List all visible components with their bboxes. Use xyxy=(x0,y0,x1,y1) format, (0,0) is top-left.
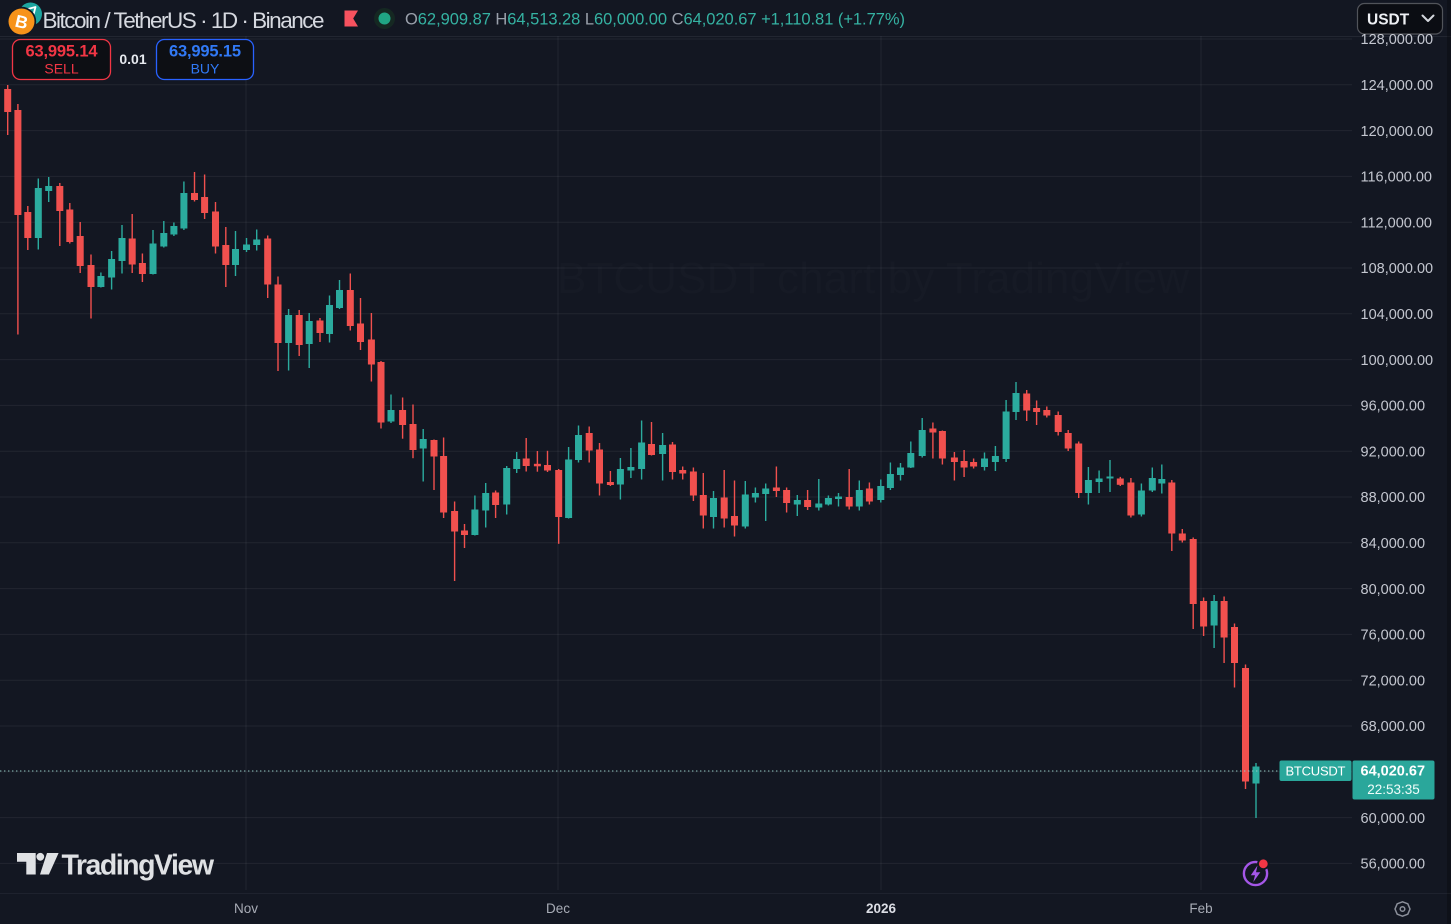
svg-text:124,000.00: 124,000.00 xyxy=(1361,78,1434,94)
svg-text:112,000.00: 112,000.00 xyxy=(1361,215,1433,231)
svg-text:B: B xyxy=(13,11,30,33)
svg-text:76,000.00: 76,000.00 xyxy=(1361,628,1426,644)
svg-text:56,000.00: 56,000.00 xyxy=(1361,857,1426,873)
svg-text:63,995.14: 63,995.14 xyxy=(26,43,99,61)
svg-text:USDT: USDT xyxy=(1367,12,1410,29)
svg-text:2026: 2026 xyxy=(866,901,897,916)
svg-text:Feb: Feb xyxy=(1189,901,1212,916)
svg-text:63,995.15: 63,995.15 xyxy=(169,43,241,61)
svg-text:TradingView: TradingView xyxy=(62,849,215,881)
svg-text:64,020.67: 64,020.67 xyxy=(1361,764,1426,780)
svg-text:96,000.00: 96,000.00 xyxy=(1361,399,1426,415)
svg-text:68,000.00: 68,000.00 xyxy=(1361,719,1426,735)
svg-text:0.01: 0.01 xyxy=(119,51,146,67)
svg-text:80,000.00: 80,000.00 xyxy=(1361,582,1426,598)
svg-text:128,000.00: 128,000.00 xyxy=(1361,32,1434,48)
svg-text:BTCUSDT chart by TradingView: BTCUSDT chart by TradingView xyxy=(557,254,1189,303)
svg-text:BUY: BUY xyxy=(191,61,220,77)
svg-text:Nov: Nov xyxy=(234,901,258,916)
svg-text:92,000.00: 92,000.00 xyxy=(1361,444,1426,460)
svg-text:88,000.00: 88,000.00 xyxy=(1361,490,1426,506)
svg-text:BTCUSDT: BTCUSDT xyxy=(1286,764,1346,779)
svg-text:100,000.00: 100,000.00 xyxy=(1361,353,1434,369)
svg-text:22:53:35: 22:53:35 xyxy=(1367,782,1420,797)
svg-text:104,000.00: 104,000.00 xyxy=(1361,307,1434,323)
svg-text:72,000.00: 72,000.00 xyxy=(1361,673,1426,689)
svg-text:84,000.00: 84,000.00 xyxy=(1361,536,1426,552)
svg-text:Bitcoin / TetherUS · 1D · Bina: Bitcoin / TetherUS · 1D · Binance xyxy=(43,8,325,33)
svg-text:Dec: Dec xyxy=(546,901,570,916)
svg-text:116,000.00: 116,000.00 xyxy=(1361,170,1433,186)
svg-text:SELL: SELL xyxy=(44,61,78,77)
svg-text:O62,909.87 H64,513.28 L60,000.: O62,909.87 H64,513.28 L60,000.00 C64,020… xyxy=(405,11,905,29)
svg-text:120,000.00: 120,000.00 xyxy=(1361,124,1434,140)
svg-text:60,000.00: 60,000.00 xyxy=(1361,811,1426,827)
svg-text:108,000.00: 108,000.00 xyxy=(1361,261,1434,277)
